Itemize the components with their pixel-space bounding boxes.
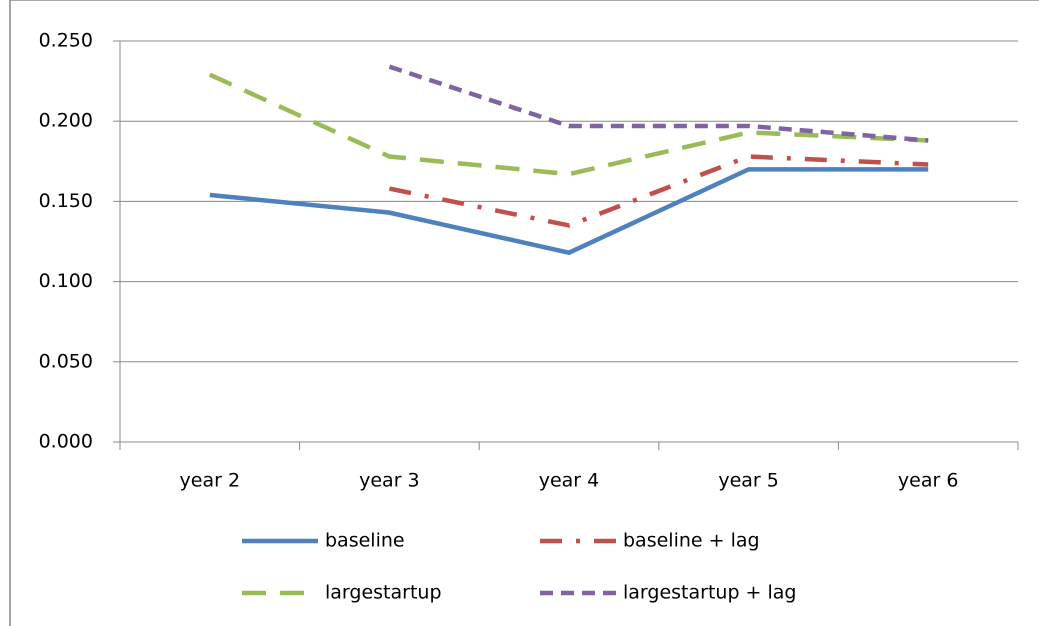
- chart-frame: [9, 0, 1039, 626]
- legend-label: largestartup + lag: [623, 582, 797, 604]
- series-line: [388, 154, 929, 228]
- x-tick-label: year 6: [898, 470, 959, 492]
- series-line: [388, 64, 929, 143]
- x-tick-label: year 3: [359, 470, 420, 492]
- legend-label: largestartup: [325, 582, 442, 604]
- y-tick-label: 0.150: [39, 190, 93, 212]
- legend-label: baseline + lag: [623, 530, 760, 552]
- y-tick-label: 0.100: [39, 270, 93, 292]
- series-line: [209, 167, 929, 256]
- x-tick-label: year 2: [180, 470, 241, 492]
- y-tick-label: 0.050: [39, 350, 93, 372]
- y-tick-label: 0.250: [39, 30, 93, 52]
- x-tick-label: year 5: [718, 470, 779, 492]
- x-tick-label: year 4: [539, 470, 600, 492]
- y-tick-label: 0.200: [39, 110, 93, 132]
- series-line: [208, 72, 929, 177]
- legend-label: baseline: [325, 530, 405, 552]
- y-tick-label: 0.000: [39, 431, 93, 453]
